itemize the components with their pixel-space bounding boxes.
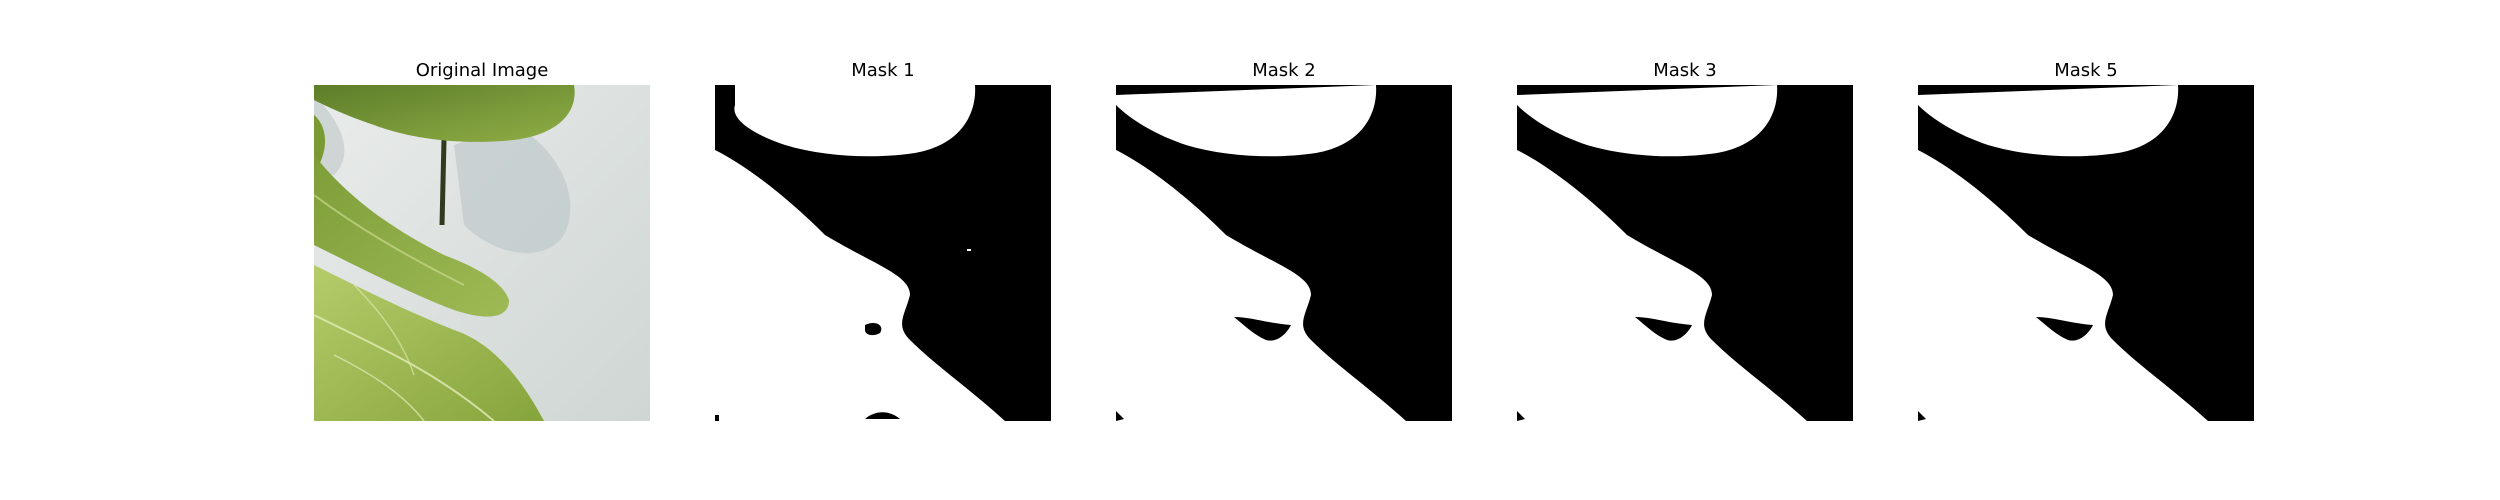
mask-5-image — [1918, 85, 2254, 421]
panel-mask-1: Mask 1 — [715, 0, 1051, 500]
panel-title: Mask 2 — [1116, 60, 1452, 82]
mask-2-image — [1116, 85, 1452, 421]
panel-title: Mask 1 — [715, 60, 1051, 82]
panel-original-image: Original Image — [314, 0, 650, 500]
mask-1-image — [715, 85, 1051, 421]
panel-mask-3: Mask 3 — [1517, 0, 1853, 500]
panel-title: Mask 5 — [1918, 60, 2254, 82]
panel-mask-2: Mask 2 — [1116, 0, 1452, 500]
panel-mask-5: Mask 5 — [1918, 0, 2254, 500]
mask-3-image — [1517, 85, 1853, 421]
panel-title: Original Image — [314, 60, 650, 82]
panel-title: Mask 3 — [1517, 60, 1853, 82]
original-image — [314, 85, 650, 421]
